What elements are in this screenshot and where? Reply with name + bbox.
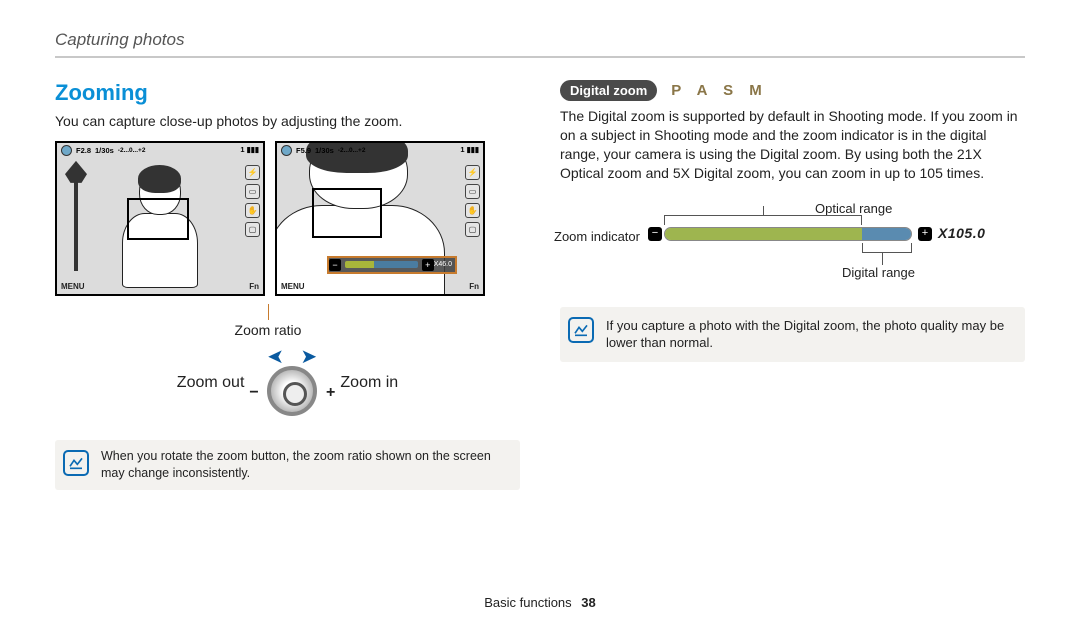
zoom-ratio-label: Zoom ratio [163,322,373,338]
breadcrumb: Capturing photos [55,30,1025,58]
max-zoom-value: X105.0 [938,225,985,241]
size-icon: ▭ [245,184,260,199]
zoom-bar [664,227,912,241]
section-title-zooming: Zooming [55,80,520,106]
camera-shot-zoomed: F5.9 1/30s -2...0...+2 1 ▮▮▮ ⚡ ▭ ✋ ▢ − + [275,141,485,296]
zoom-ratio-overlay: − + X46.0 [327,256,457,274]
zoom-indicator-label: Zoom indicator [554,229,640,244]
note-text: If you capture a photo with the Digital … [606,318,1004,351]
right-column: Digital zoom P A S M The Digital zoom is… [560,80,1025,490]
note-text: When you rotate the zoom button, the zoo… [101,449,491,480]
minus-icon: − [329,259,341,271]
minus-icon: − [648,227,662,241]
zoom-in-label: Zoom in [340,374,398,392]
shot-count: 1 ▮▮▮ [460,145,479,156]
footer-section: Basic functions [484,595,571,610]
note-icon [63,450,89,476]
flash-icon: ⚡ [465,165,480,180]
stab-icon: ✋ [465,203,480,218]
aperture-value: F5.9 [296,146,311,155]
note-icon [568,317,594,343]
zoom-out-label: Zoom out [177,374,245,392]
arrow-right-icon: ➤ [300,344,318,366]
stab-icon: ✋ [245,203,260,218]
plus-icon: + [422,259,434,271]
menu-button[interactable]: MENU [281,282,305,291]
zoom-indicator-diagram: Optical range Zoom indicator − + X105.0 … [560,201,1025,289]
camera-shot-wide: F2.8 1/30s -2...0...+2 1 ▮▮▮ ⚡ ▭ ✋ ▢ MEN… [55,141,265,296]
digital-range-label: Digital range [842,265,915,280]
fn-button[interactable]: Fn [469,282,479,291]
aperture-value: F2.8 [76,146,91,155]
left-column: Zooming You can capture close-up photos … [55,80,520,490]
note-zoom-button: When you rotate the zoom button, the zoo… [55,440,520,490]
flash-icon: ⚡ [245,165,260,180]
shutter-value: 1/30s [315,146,334,155]
mode-letters: P A S M [671,82,767,99]
af-icon: ▢ [465,222,480,237]
ev-scale: -2...0...+2 [338,147,366,154]
page-footer: Basic functions 38 [0,595,1080,610]
fn-button[interactable]: Fn [249,282,259,291]
af-icon: ▢ [245,222,260,237]
note-digital-zoom: If you capture a photo with the Digital … [560,307,1025,362]
menu-button[interactable]: MENU [61,282,85,291]
plus-icon: + [918,227,932,241]
shutter-value: 1/30s [95,146,114,155]
arrow-left-icon: ➤ [266,344,284,366]
zoom-dial-area: Zoom out ➤ ➤ − + Zoom in [177,344,398,422]
optical-range-label: Optical range [815,201,892,216]
shot-count: 1 ▮▮▮ [240,145,259,156]
zoom-dial-icon: ➤ ➤ − + [252,344,332,422]
digital-zoom-body: The Digital zoom is supported by default… [560,107,1025,183]
digital-zoom-badge: Digital zoom [560,80,657,101]
size-icon: ▭ [465,184,480,199]
page-number: 38 [581,595,595,610]
zooming-intro: You can capture close-up photos by adjus… [55,112,520,131]
ev-scale: -2...0...+2 [118,147,146,154]
zoom-value: X46.0 [434,261,452,268]
camera-screenshots: F2.8 1/30s -2...0...+2 1 ▮▮▮ ⚡ ▭ ✋ ▢ MEN… [55,141,520,296]
